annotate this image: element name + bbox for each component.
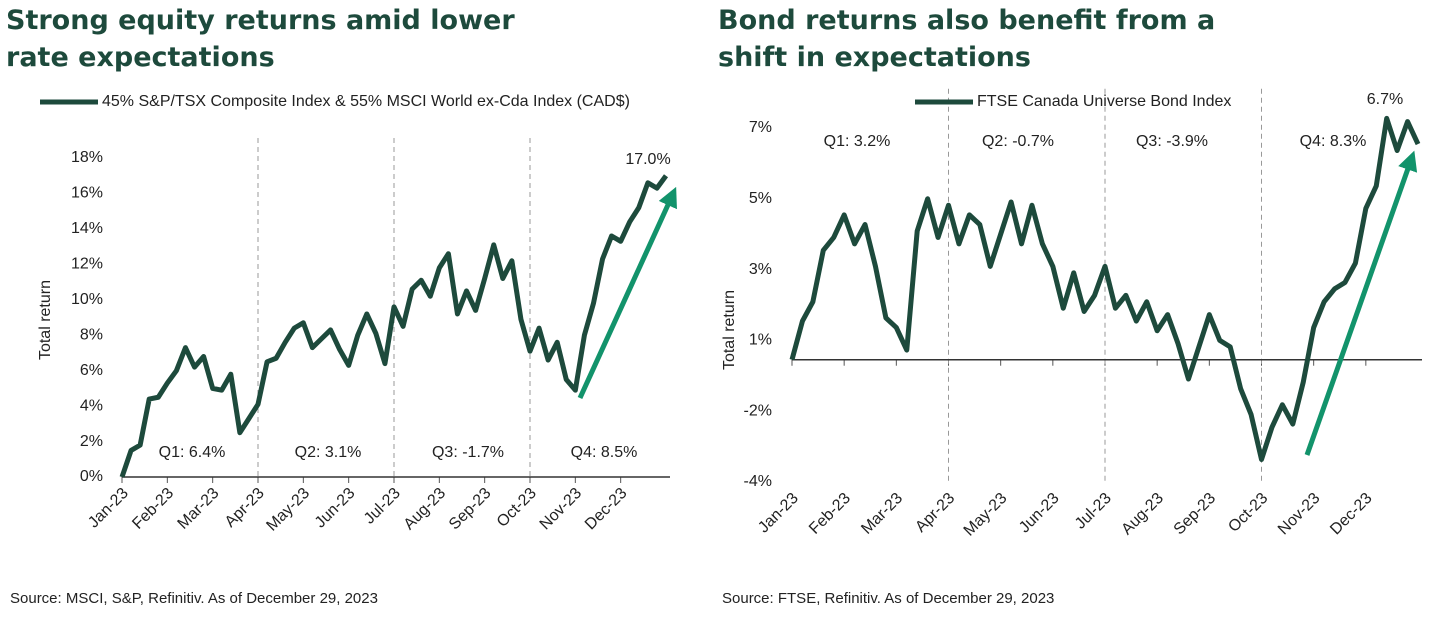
x-tick-label: Aug-23 [401, 485, 450, 534]
x-tick-label: Mar-23 [175, 485, 223, 533]
annotation: 17.0% [625, 151, 670, 168]
x-tick-label: Nov-23 [1275, 490, 1324, 539]
y-tick-label: 1% [749, 332, 772, 349]
annotation: Q3: -1.7% [432, 444, 504, 461]
series-line [119, 174, 669, 478]
source-note: Source: FTSE, Refinitiv. As of December … [722, 590, 1055, 607]
annotation: Q4: 8.3% [1300, 133, 1367, 150]
x-tick-label: Jun-23 [312, 485, 359, 532]
x-tick-label: Nov-23 [537, 485, 586, 534]
x-tick-label: Jul-23 [1072, 490, 1115, 533]
y-tick-label: 7% [749, 119, 772, 136]
x-tick-label: Jun-23 [1016, 490, 1063, 537]
y-axis-label: Total return [721, 290, 738, 370]
x-tick-label: Jan-23 [755, 490, 802, 537]
annotation: Q3: -3.9% [1136, 133, 1208, 150]
annotation: Q1: 3.2% [824, 133, 891, 150]
legend-label: FTSE Canada Universe Bond Index [977, 93, 1231, 110]
y-tick-label: 0% [80, 468, 103, 485]
trend-arrow [1304, 150, 1418, 456]
x-tick-label: May-23 [961, 490, 1011, 540]
y-tick-label: 12% [71, 256, 103, 273]
chart-title: Strong equity returns amid lower rate ex… [6, 5, 515, 73]
x-tick-label: Oct-23 [494, 485, 540, 531]
y-tick-label: -2% [744, 402, 772, 419]
y-tick-label: -4% [744, 473, 772, 490]
legend-label: 45% S&P/TSX Composite Index & 55% MSCI W… [102, 93, 630, 110]
y-tick-label: 14% [71, 220, 103, 237]
y-tick-label: 5% [749, 190, 772, 207]
y-tick-label: 6% [80, 362, 103, 379]
x-tick-label: Sep-23 [446, 485, 495, 534]
chart-title: Bond returns also benefit from a shift i… [718, 5, 1216, 73]
y-tick-label: 2% [80, 433, 103, 450]
series-line [789, 115, 1421, 462]
annotation: Q1: 6.4% [159, 444, 226, 461]
y-tick-label: 16% [71, 185, 103, 202]
x-tick-label: Jan-23 [85, 485, 132, 532]
y-tick-label: 4% [80, 397, 103, 414]
y-tick-label: 3% [749, 261, 772, 278]
x-tick-label: Feb-23 [129, 485, 177, 533]
x-tick-label: Dec-23 [582, 485, 631, 534]
x-tick-label: Dec-23 [1327, 490, 1376, 539]
x-tick-label: Oct-23 [1225, 490, 1271, 536]
annotation: 6.7% [1367, 91, 1403, 108]
x-tick-label: May-23 [263, 485, 313, 535]
y-tick-label: 10% [71, 291, 103, 308]
y-axis-label: Total return [37, 280, 54, 360]
x-tick-label: Sep-23 [1171, 490, 1220, 539]
x-tick-label: Apr-23 [222, 485, 268, 531]
x-tick-label: Jul-23 [361, 485, 404, 528]
source-note: Source: MSCI, S&P, Refinitiv. As of Dece… [10, 590, 378, 607]
x-tick-label: Aug-23 [1118, 490, 1167, 539]
annotation: Q2: 3.1% [295, 444, 362, 461]
trend-arrow [577, 186, 677, 400]
annotation: Q2: -0.7% [982, 133, 1054, 150]
x-tick-label: Feb-23 [806, 490, 854, 538]
y-tick-label: 18% [71, 149, 103, 166]
y-tick-label: 8% [80, 326, 103, 343]
annotation: Q4: 8.5% [571, 444, 638, 461]
x-tick-label: Mar-23 [858, 490, 906, 538]
x-tick-label: Apr-23 [912, 490, 958, 536]
